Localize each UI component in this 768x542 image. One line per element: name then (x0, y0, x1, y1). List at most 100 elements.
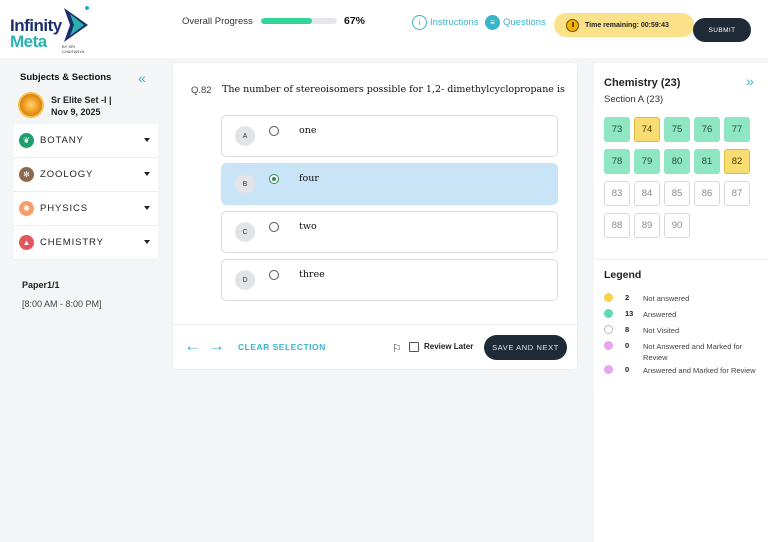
exam-name-line1: Sr Elite Set -I | (51, 95, 112, 105)
review-later-label[interactable]: Review Later (424, 342, 474, 351)
next-question-icon[interactable]: → (208, 336, 225, 355)
palette-title: Chemistry (23) (604, 77, 681, 89)
legend-list: 2 Not answered 13 Answered 8 Not Visited 0 Not … (604, 292, 764, 388)
question-button-78[interactable]: 78 (604, 149, 630, 174)
subject-label: ZOOLOGY (40, 169, 94, 180)
divider (594, 259, 768, 260)
exam-emblem-icon (18, 92, 44, 118)
leaf-icon: ❦ (19, 133, 34, 148)
option-text: two (299, 221, 317, 232)
option-letter: A (235, 126, 255, 146)
legend-label: Answered and Marked for Review (643, 366, 756, 375)
option-letter: C (235, 222, 255, 242)
legend-swatch (604, 341, 613, 350)
subject-item-chemistry[interactable]: ▲ CHEMISTRY (14, 226, 158, 260)
collapse-left-icon[interactable]: « (138, 70, 146, 86)
legend-label: Not Answered and Marked for Review (643, 342, 743, 362)
collapse-right-icon[interactable]: » (746, 73, 754, 89)
question-button-88[interactable]: 88 (604, 213, 630, 238)
subject-label: BOTANY (40, 135, 84, 146)
legend-title: Legend (604, 269, 642, 281)
atom-icon: ✺ (19, 201, 34, 216)
legend-row: 2 Not answered (604, 292, 764, 308)
question-button-84[interactable]: 84 (634, 181, 660, 206)
logo-line1: Infinity (10, 16, 62, 35)
legend-swatch (604, 325, 613, 334)
chevron-down-icon[interactable] (144, 206, 150, 210)
legend-swatch (604, 293, 613, 302)
question-button-81[interactable]: 81 (694, 149, 720, 174)
question-card: Q.82 The number of stereoisomers possibl… (173, 63, 577, 369)
legend-count: 0 (625, 341, 630, 350)
overall-progress-label: Overall Progress (182, 16, 253, 27)
flag-icon: ⚐ (392, 343, 402, 355)
chevron-down-icon[interactable] (144, 240, 150, 244)
option-radio[interactable] (269, 174, 279, 184)
question-button-89[interactable]: 89 (634, 213, 660, 238)
legend-row: 13 Answered (604, 308, 764, 324)
question-button-87[interactable]: 87 (724, 181, 750, 206)
questions-link[interactable]: ≡ Questions (485, 15, 546, 30)
subject-item-physics[interactable]: ✺ PHYSICS (14, 192, 158, 226)
subject-label: PHYSICS (40, 203, 89, 214)
question-button-86[interactable]: 86 (694, 181, 720, 206)
infinity-meta-logo[interactable]: Infinity Meta BY SRI CHAITANYA (10, 4, 90, 54)
submit-button[interactable]: SUBMIT (693, 18, 751, 42)
question-button-76[interactable]: 76 (694, 117, 720, 142)
questions-label: Questions (503, 17, 546, 28)
question-button-80[interactable]: 80 (664, 149, 690, 174)
subject-list: ❦ BOTANY ✻ ZOOLOGY ✺ PHYSICS ▲ CHEMISTRY (14, 124, 158, 260)
review-later-checkbox[interactable] (409, 342, 419, 352)
overall-progress-bar (261, 18, 337, 24)
palette-section: Section A (23) (604, 94, 664, 105)
question-button-85[interactable]: 85 (664, 181, 690, 206)
question-button-79[interactable]: 79 (634, 149, 660, 174)
logo-wordmark: Infinity Meta (10, 16, 62, 51)
question-button-75[interactable]: 75 (664, 117, 690, 142)
instructions-label: Instructions (430, 17, 479, 28)
option-letter: B (235, 174, 255, 194)
question-button-82[interactable]: 82 (724, 149, 750, 174)
question-button-77[interactable]: 77 (724, 117, 750, 142)
chevron-down-icon[interactable] (144, 172, 150, 176)
logo-arrow-icon (64, 6, 89, 42)
subject-label: CHEMISTRY (40, 237, 104, 248)
save-and-next-button[interactable]: SAVE AND NEXT (484, 335, 567, 360)
subject-item-botany[interactable]: ❦ BOTANY (14, 124, 158, 158)
legend-row: 0 Answered and Marked for Review (604, 364, 764, 388)
subject-item-zoology[interactable]: ✻ ZOOLOGY (14, 158, 158, 192)
paw-icon: ✻ (19, 167, 34, 182)
chevron-down-icon[interactable] (144, 138, 150, 142)
logo-line2: Meta (10, 32, 47, 51)
option-text: three (299, 269, 325, 280)
time-remaining-text: Time remaining: 00:59:43 (585, 21, 669, 29)
option-radio[interactable] (269, 270, 279, 280)
exam-info: Sr Elite Set -I | Nov 9, 2025 (18, 92, 158, 120)
legend-row: 0 Not Answered and Marked for Review (604, 340, 764, 364)
sidebar-title: Subjects & Sections (20, 72, 112, 83)
option-text: four (299, 173, 319, 184)
legend-count: 8 (625, 325, 630, 334)
overall-progress-fill (261, 18, 312, 24)
legend-swatch (604, 309, 613, 318)
question-button-73[interactable]: 73 (604, 117, 630, 142)
instructions-link[interactable]: i Instructions (412, 15, 479, 30)
legend-count: 13 (625, 309, 634, 318)
overall-progress-percent: 67% (344, 15, 366, 27)
question-button-83[interactable]: 83 (604, 181, 630, 206)
question-button-90[interactable]: 90 (664, 213, 690, 238)
clear-selection-button[interactable]: CLEAR SELECTION (238, 342, 326, 352)
option-radio[interactable] (269, 126, 279, 136)
clock-icon (566, 18, 579, 32)
exam-name: Sr Elite Set -I | Nov 9, 2025 (51, 94, 112, 118)
previous-question-icon[interactable]: ← (184, 336, 201, 355)
time-remaining-badge: Time remaining: 00:59:43 (554, 13, 694, 37)
legend-label: Answered (643, 310, 677, 319)
option-radio[interactable] (269, 222, 279, 232)
logo-tagline: BY SRI CHAITANYA (62, 44, 85, 54)
question-button-74[interactable]: 74 (634, 117, 660, 142)
